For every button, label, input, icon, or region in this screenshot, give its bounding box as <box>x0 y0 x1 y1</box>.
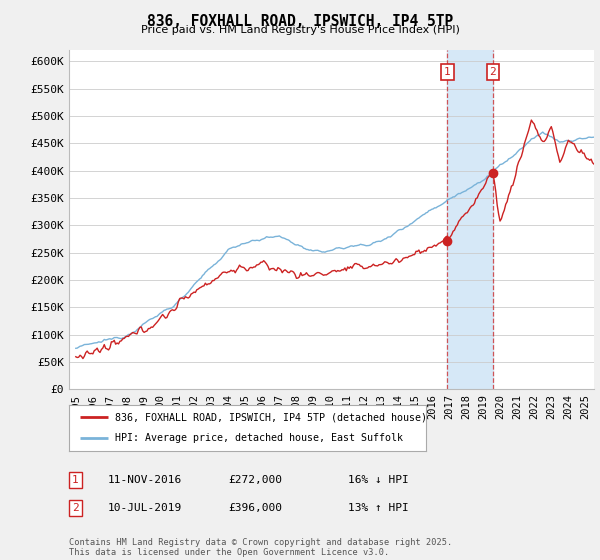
Text: 2: 2 <box>490 67 496 77</box>
Text: 1: 1 <box>72 475 79 485</box>
Text: £396,000: £396,000 <box>228 503 282 513</box>
Text: 13% ↑ HPI: 13% ↑ HPI <box>348 503 409 513</box>
Text: £272,000: £272,000 <box>228 475 282 485</box>
Text: 1: 1 <box>444 67 451 77</box>
Text: 836, FOXHALL ROAD, IPSWICH, IP4 5TP (detached house): 836, FOXHALL ROAD, IPSWICH, IP4 5TP (det… <box>115 412 427 422</box>
Text: 2: 2 <box>72 503 79 513</box>
Text: HPI: Average price, detached house, East Suffolk: HPI: Average price, detached house, East… <box>115 433 403 444</box>
Text: 836, FOXHALL ROAD, IPSWICH, IP4 5TP: 836, FOXHALL ROAD, IPSWICH, IP4 5TP <box>147 14 453 29</box>
Text: 11-NOV-2016: 11-NOV-2016 <box>108 475 182 485</box>
Bar <box>448 50 493 389</box>
Text: 10-JUL-2019: 10-JUL-2019 <box>108 503 182 513</box>
Text: 16% ↓ HPI: 16% ↓ HPI <box>348 475 409 485</box>
Text: Price paid vs. HM Land Registry's House Price Index (HPI): Price paid vs. HM Land Registry's House … <box>140 25 460 35</box>
Text: Contains HM Land Registry data © Crown copyright and database right 2025.
This d: Contains HM Land Registry data © Crown c… <box>69 538 452 557</box>
